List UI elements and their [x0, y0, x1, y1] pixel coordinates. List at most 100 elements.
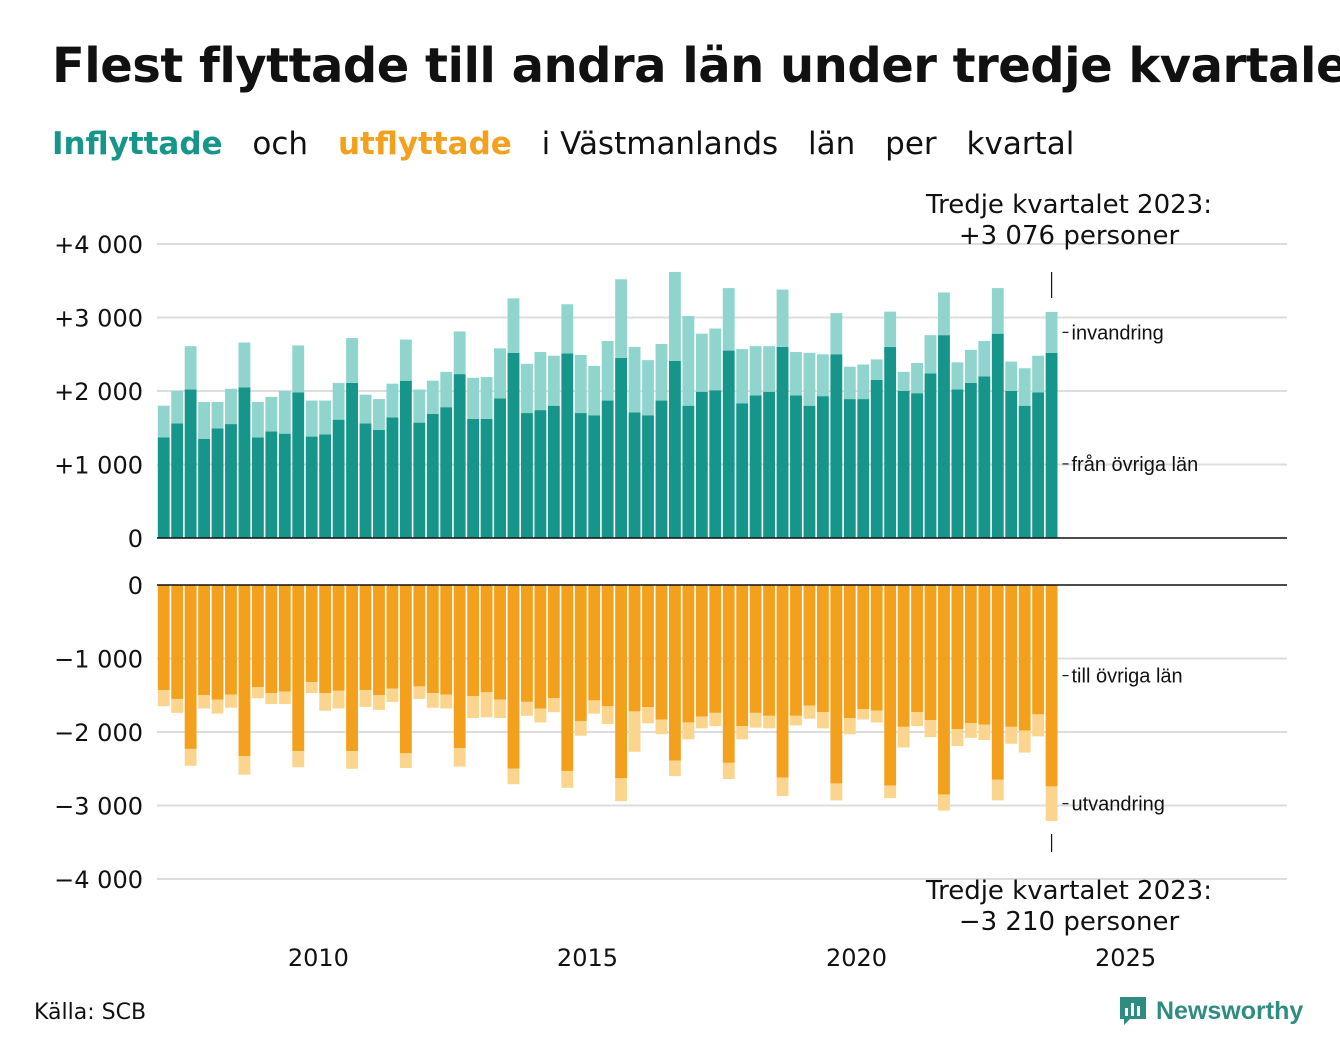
bar-emigration	[238, 756, 251, 775]
bar-immigration	[857, 364, 870, 400]
bottom-y-tick-label: −4 000	[54, 866, 143, 894]
bar-to-other-counties	[790, 585, 802, 716]
bar-immigration	[964, 349, 977, 383]
bar-immigration	[816, 354, 829, 397]
bar-from-other-counties	[1032, 392, 1045, 538]
bar-from-other-counties	[319, 434, 332, 538]
bar-to-other-counties	[1045, 585, 1058, 787]
bar-emigration	[655, 719, 668, 735]
bar-from-other-counties	[816, 396, 829, 538]
bar-emigration	[278, 691, 291, 705]
bar-to-other-counties	[211, 585, 224, 700]
bar-emigration	[951, 729, 964, 746]
bar-emigration	[467, 695, 480, 719]
top-y-tick-label: +2 000	[54, 378, 143, 406]
bar-to-other-counties	[803, 585, 816, 706]
bar-to-other-counties	[198, 585, 211, 696]
bar-immigration	[668, 271, 681, 361]
bar-from-other-counties	[521, 413, 533, 538]
bottom-y-tick-label: −2 000	[54, 719, 143, 747]
bar-immigration	[601, 341, 614, 401]
bar-from-other-counties	[843, 399, 856, 538]
bar-from-other-counties	[628, 412, 641, 538]
bar-to-other-counties	[346, 585, 358, 752]
bar-from-other-counties	[265, 431, 278, 538]
bar-to-other-counties	[1005, 585, 1018, 727]
bar-emigration	[521, 701, 533, 716]
subtitle-word-1: i Västmanlands	[541, 126, 779, 162]
bar-emigration	[198, 695, 211, 709]
bar-from-other-counties	[763, 391, 776, 538]
bar-emigration	[897, 726, 910, 748]
bar-to-other-counties	[480, 585, 493, 693]
annotation-bottom-line1: Tredje kvartalet 2023:	[925, 876, 1212, 906]
bar-emigration	[332, 690, 345, 709]
bar-immigration	[359, 394, 372, 424]
bar-emigration	[1005, 726, 1018, 744]
bar-immigration	[709, 328, 722, 391]
bar-to-other-counties	[184, 585, 197, 749]
top-panel-gridlines: 0 +1 000 +2 000 +3 000 +4 000	[54, 231, 1287, 553]
bar-from-other-counties	[938, 335, 950, 538]
bar-from-other-counties	[507, 352, 520, 538]
bar-from-other-counties	[709, 390, 722, 538]
bar-to-other-counties	[1032, 585, 1045, 715]
bar-to-other-counties	[494, 585, 506, 700]
bar-immigration	[695, 333, 708, 392]
bar-from-other-counties	[803, 405, 816, 538]
bar-emigration	[251, 687, 264, 699]
bar-immigration	[211, 402, 224, 429]
bar-immigration	[386, 383, 399, 418]
label-fran-ovriga-lan: från övriga län	[1072, 454, 1199, 476]
bar-immigration	[184, 346, 197, 390]
bar-emigration	[924, 720, 937, 738]
bar-to-other-counties	[521, 585, 533, 702]
bar-immigration	[480, 377, 493, 419]
bar-emigration	[359, 690, 372, 708]
bar-to-other-counties	[265, 585, 278, 694]
bar-immigration	[171, 391, 184, 424]
bar-emigration	[1018, 730, 1031, 753]
bar-to-other-counties	[722, 585, 735, 763]
bar-from-other-counties	[749, 395, 762, 538]
bar-to-other-counties	[857, 585, 870, 710]
bar-to-other-counties	[668, 585, 681, 761]
bar-emigration	[736, 726, 749, 740]
bar-from-other-counties	[278, 433, 291, 538]
bar-immigration	[615, 279, 628, 358]
bar-emigration	[964, 723, 977, 738]
subtitle-och: och	[252, 126, 309, 162]
bar-to-other-counties	[964, 585, 977, 724]
bar-from-other-counties	[897, 391, 910, 538]
bar-immigration	[278, 391, 291, 434]
top-y-tick-label: +4 000	[54, 231, 143, 259]
bar-emigration	[884, 785, 897, 799]
bar-to-other-counties	[547, 585, 560, 699]
bar-from-other-counties	[870, 379, 883, 538]
bar-immigration	[991, 288, 1004, 334]
bar-emigration	[547, 698, 560, 713]
bar-to-other-counties	[373, 585, 385, 696]
bar-emigration	[816, 712, 829, 729]
bar-emigration	[265, 693, 278, 705]
bar-immigration	[225, 388, 237, 425]
bar-from-other-counties	[884, 346, 897, 538]
bar-from-other-counties	[157, 437, 170, 538]
bar-emigration	[830, 783, 843, 801]
bar-emigration	[292, 751, 305, 768]
bar-to-other-counties	[911, 585, 923, 713]
bar-from-other-counties	[359, 423, 372, 538]
bar-from-other-counties	[588, 415, 601, 538]
bar-emigration	[911, 712, 923, 727]
bar-to-other-counties	[332, 585, 345, 691]
bar-emigration	[870, 710, 883, 723]
bar-emigration	[561, 770, 574, 788]
bar-from-other-counties	[790, 395, 802, 538]
bar-emigration	[386, 688, 399, 702]
bar-to-other-counties	[440, 585, 453, 695]
bar-to-other-counties	[897, 585, 910, 727]
bar-emigration	[507, 768, 520, 785]
bar-immigration	[453, 331, 466, 375]
bar-emigration	[373, 695, 385, 710]
